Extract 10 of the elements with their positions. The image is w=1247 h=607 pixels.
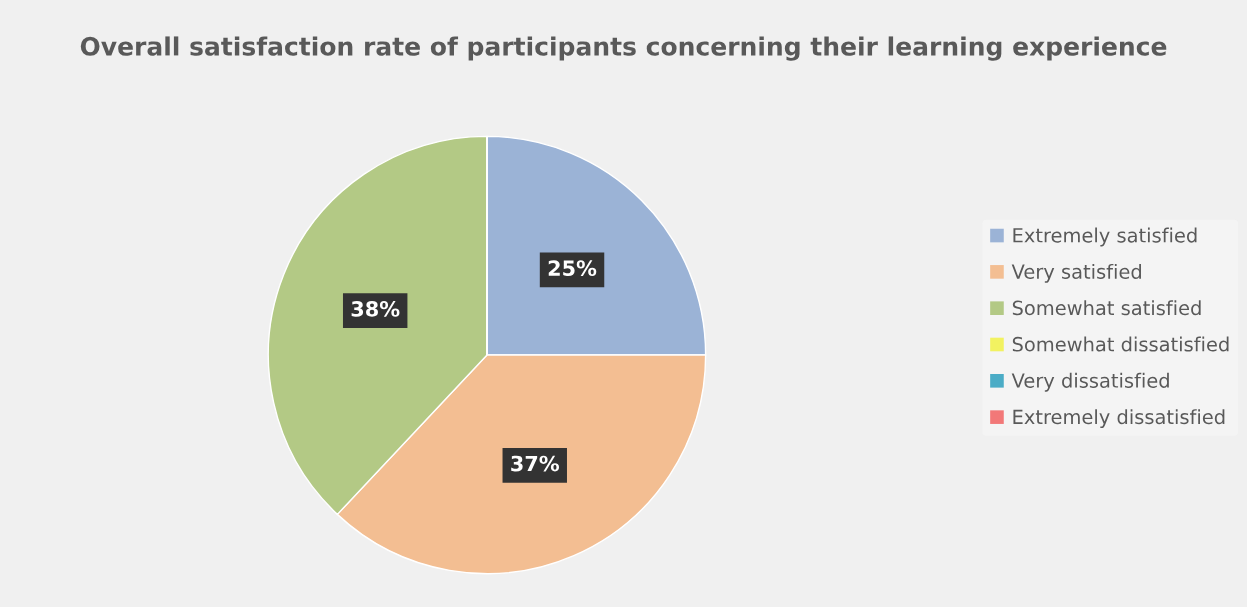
- data-label: 37%: [511, 455, 560, 472]
- legend-label: Very satisfied: [1011, 263, 1141, 283]
- data-label: 38%: [351, 301, 400, 317]
- data-label: 25%: [548, 260, 597, 277]
- legend-label: Somewhat satisfied: [1012, 300, 1201, 316]
- chart-title: Overall satisfaction rate of participants concerning their learning experience: [80, 36, 1167, 61]
- legend-label: Extremely dissatisfied: [1013, 409, 1225, 428]
- legend-label: Somewhat dissatisfied: [1012, 336, 1229, 352]
- legend-label: Very dissatisfied: [1011, 372, 1169, 392]
- legend-label: Extremely satisfied: [1013, 227, 1197, 247]
